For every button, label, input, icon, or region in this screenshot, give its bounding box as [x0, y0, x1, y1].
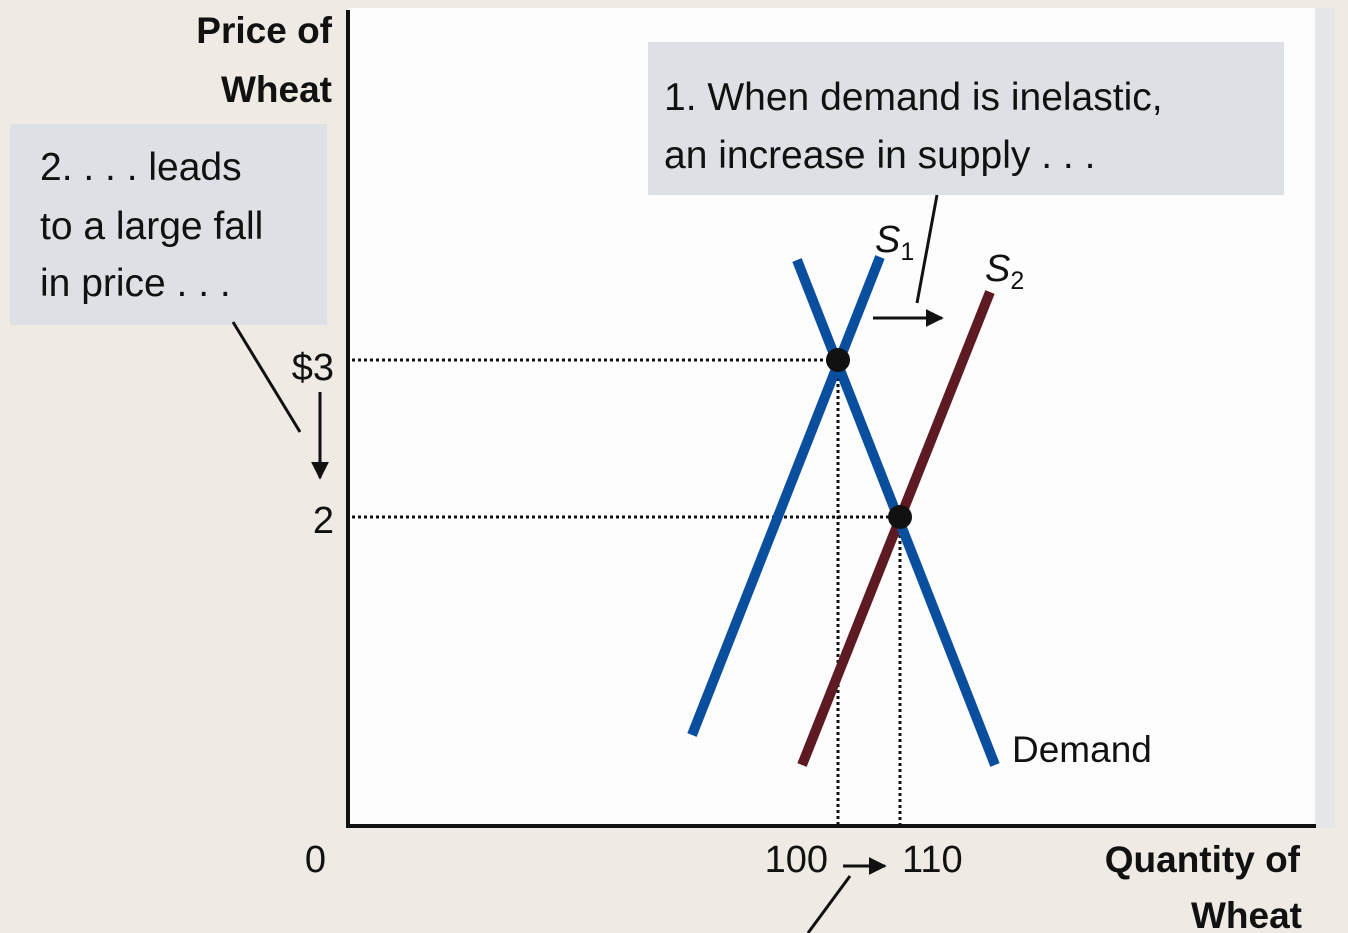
- supply-1: [687, 255, 885, 737]
- annotation-box: [10, 124, 327, 325]
- curve-name: S: [985, 248, 1010, 290]
- annotation-text: an increase in supply . . .: [664, 134, 1095, 177]
- annotation-text: 2. . . . leads: [40, 146, 242, 189]
- x-tick-label: 100: [765, 839, 828, 881]
- curve-subscript: 2: [1010, 267, 1024, 295]
- annotation-text: in price . . .: [40, 262, 231, 305]
- origin-label: 0: [305, 839, 326, 881]
- curve-label: S1: [875, 219, 914, 266]
- plot-edge: [1315, 8, 1335, 828]
- supply-2: [797, 290, 995, 767]
- guides: [352, 358, 902, 826]
- x-tick-label: 110: [902, 839, 963, 881]
- y-axis-label: Wheat: [221, 69, 332, 110]
- curve-label: S2: [985, 248, 1024, 295]
- y-tick-label: $3: [292, 347, 334, 389]
- y-axis-label: Price of: [196, 10, 332, 51]
- annotation-text: to a large fall: [40, 205, 263, 248]
- equilibrium-1: [826, 348, 850, 372]
- annotation-text: 1. When demand is inelastic,: [664, 76, 1163, 119]
- y-tick-label: 2: [313, 500, 334, 542]
- curve-label: Demand: [1012, 729, 1152, 770]
- pointer: [806, 875, 852, 933]
- curve-name: S: [875, 219, 900, 261]
- x-axis-label: Wheat: [1191, 895, 1302, 933]
- pointer: [915, 194, 939, 304]
- annotation-box: [648, 42, 1284, 195]
- x-axis-label: Quantity of: [1105, 839, 1301, 880]
- curve-subscript: 1: [900, 238, 914, 266]
- equilibrium-2: [888, 505, 912, 529]
- pointer: [231, 321, 302, 433]
